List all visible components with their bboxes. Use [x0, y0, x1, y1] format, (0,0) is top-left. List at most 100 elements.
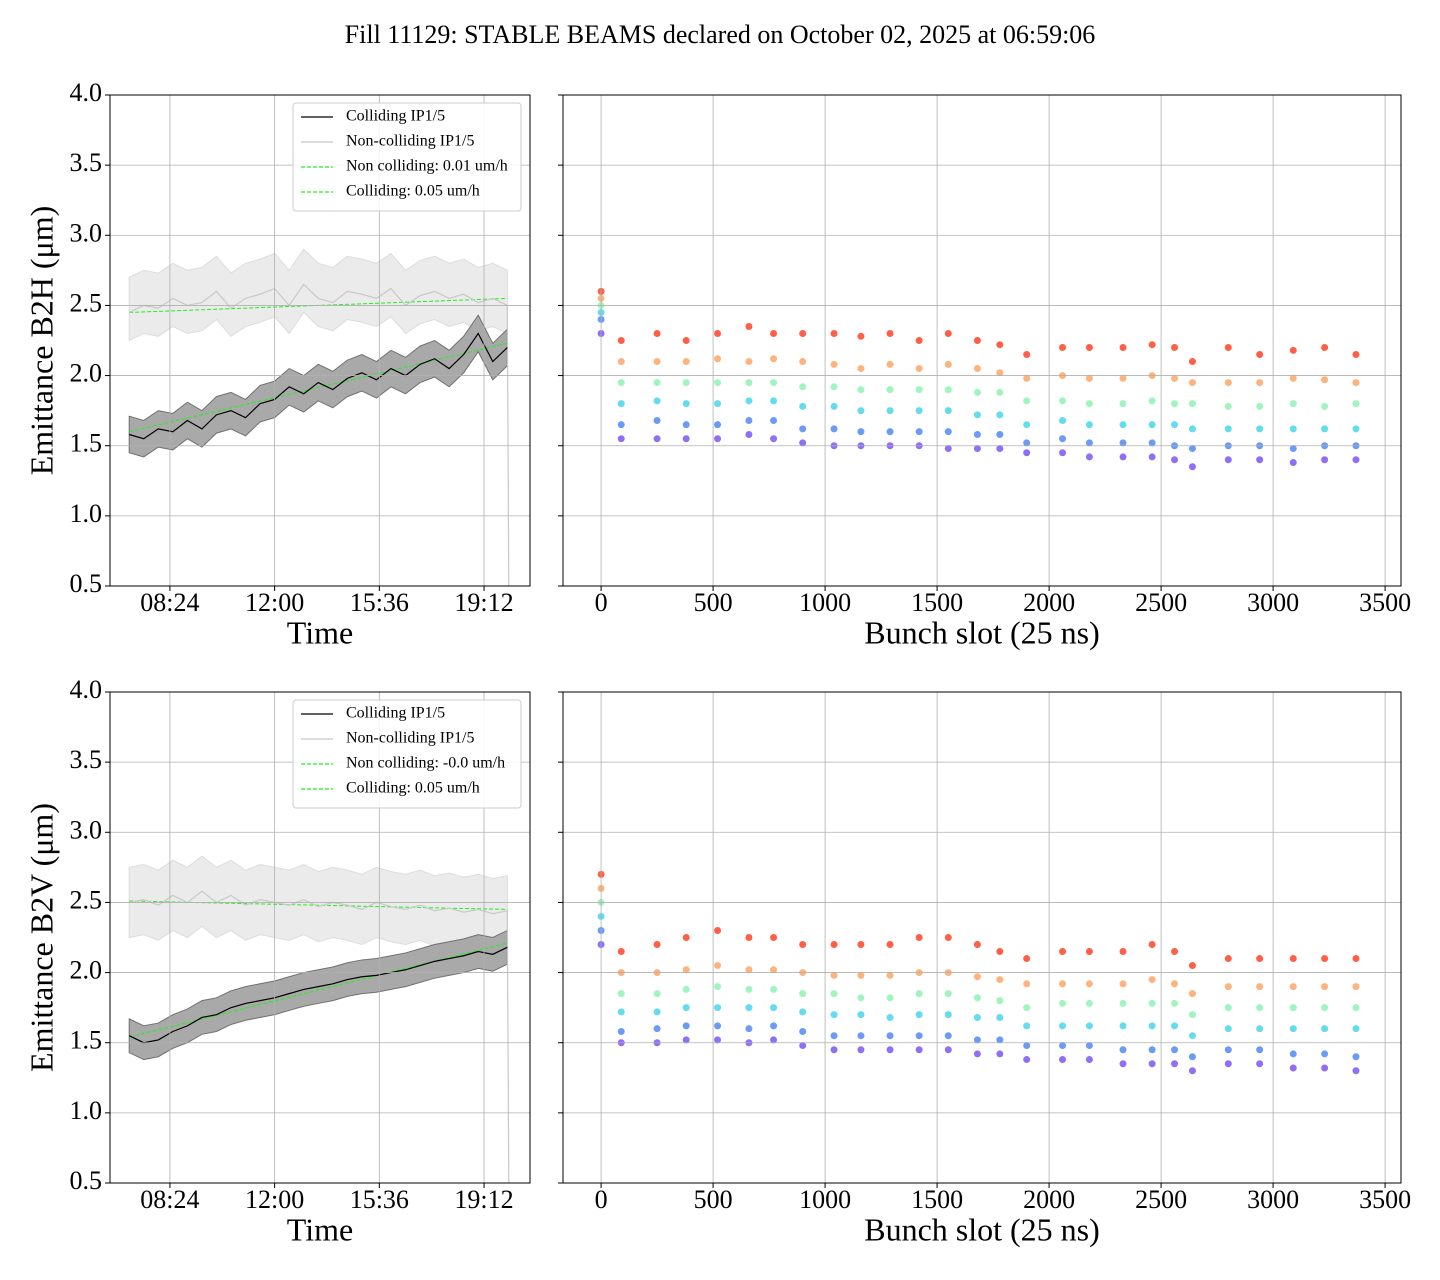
- series-line: [129, 942, 508, 1038]
- point: [1148, 453, 1156, 461]
- point: [1321, 983, 1329, 991]
- point: [714, 400, 722, 408]
- point: [1085, 1056, 1093, 1064]
- point: [830, 1046, 838, 1054]
- x-tick-label: 15:36: [350, 1185, 409, 1214]
- point: [1256, 425, 1264, 433]
- point: [1023, 397, 1031, 405]
- point: [1256, 456, 1264, 464]
- point: [714, 1004, 722, 1012]
- point: [1321, 1064, 1329, 1072]
- y-tick-label: 0.5: [70, 1166, 103, 1195]
- point: [799, 990, 807, 998]
- x-tick-label: 08:24: [140, 1185, 199, 1214]
- point: [653, 990, 661, 998]
- point: [1171, 1022, 1179, 1030]
- series-line: [129, 342, 508, 433]
- x-tick-label: 500: [694, 1185, 733, 1214]
- point: [745, 985, 753, 993]
- point: [1085, 999, 1093, 1007]
- point: [1188, 1053, 1196, 1061]
- point: [1321, 1004, 1329, 1012]
- point: [915, 1032, 923, 1040]
- point: [1023, 1042, 1031, 1050]
- x-tick-label: 12:00: [245, 588, 304, 617]
- y-tick-label: 2.5: [70, 288, 103, 317]
- point: [714, 379, 722, 387]
- plot-area: [128, 248, 510, 586]
- point: [1352, 400, 1360, 408]
- point: [996, 369, 1004, 377]
- point: [1256, 1046, 1264, 1054]
- point: [857, 994, 865, 1002]
- x-tick-label: 2500: [1135, 588, 1187, 617]
- point: [1059, 948, 1067, 956]
- point: [1171, 374, 1179, 382]
- point: [1188, 990, 1196, 998]
- point: [745, 1025, 753, 1033]
- y-tick-label: 2.0: [70, 359, 103, 388]
- point: [1148, 1046, 1156, 1054]
- point: [770, 379, 778, 387]
- point: [1119, 421, 1127, 429]
- point: [1148, 341, 1156, 349]
- point: [714, 1022, 722, 1030]
- point: [653, 329, 661, 337]
- point: [1188, 400, 1196, 408]
- point: [830, 1011, 838, 1019]
- point: [1188, 358, 1196, 366]
- point: [857, 941, 865, 949]
- point: [886, 428, 894, 436]
- point: [1059, 344, 1067, 352]
- point: [1059, 435, 1067, 443]
- x-tick-label: 2000: [1023, 588, 1075, 617]
- point: [1352, 955, 1360, 963]
- point: [770, 985, 778, 993]
- point: [1224, 1004, 1232, 1012]
- point: [770, 435, 778, 443]
- point: [1059, 999, 1067, 1007]
- point: [770, 329, 778, 337]
- point: [799, 1008, 807, 1016]
- point: [1352, 1067, 1360, 1075]
- point: [1085, 374, 1093, 382]
- point: [1023, 439, 1031, 447]
- point: [653, 358, 661, 366]
- point: [915, 1011, 923, 1019]
- point: [857, 386, 865, 394]
- point: [1256, 983, 1264, 991]
- point: [1085, 439, 1093, 447]
- point: [886, 329, 894, 337]
- legend-label: Non-colliding IP1/5: [346, 133, 474, 150]
- point: [1256, 955, 1264, 963]
- point: [714, 421, 722, 429]
- y-tick-label: 2.5: [70, 885, 103, 914]
- y-tick-label: 0.5: [70, 569, 103, 598]
- point: [1188, 1067, 1196, 1075]
- x-axis-label: Time: [287, 614, 353, 650]
- point: [973, 1013, 981, 1021]
- point: [886, 360, 894, 368]
- legend-label: Non-colliding IP1/5: [346, 730, 474, 747]
- point: [1289, 1004, 1297, 1012]
- point: [857, 1032, 865, 1040]
- point: [915, 990, 923, 998]
- point: [770, 1022, 778, 1030]
- point: [1256, 1004, 1264, 1012]
- point: [996, 997, 1004, 1005]
- point: [1148, 439, 1156, 447]
- x-tick-label: 12:00: [245, 1185, 304, 1214]
- point: [745, 397, 753, 405]
- point: [973, 365, 981, 373]
- point: [1188, 425, 1196, 433]
- point: [799, 329, 807, 337]
- point: [653, 1025, 661, 1033]
- point: [1085, 421, 1093, 429]
- point: [1171, 999, 1179, 1007]
- point: [886, 407, 894, 415]
- x-tick-label: 1000: [799, 588, 851, 617]
- point: [1352, 456, 1360, 464]
- point: [1289, 459, 1297, 467]
- point: [830, 360, 838, 368]
- point: [682, 985, 690, 993]
